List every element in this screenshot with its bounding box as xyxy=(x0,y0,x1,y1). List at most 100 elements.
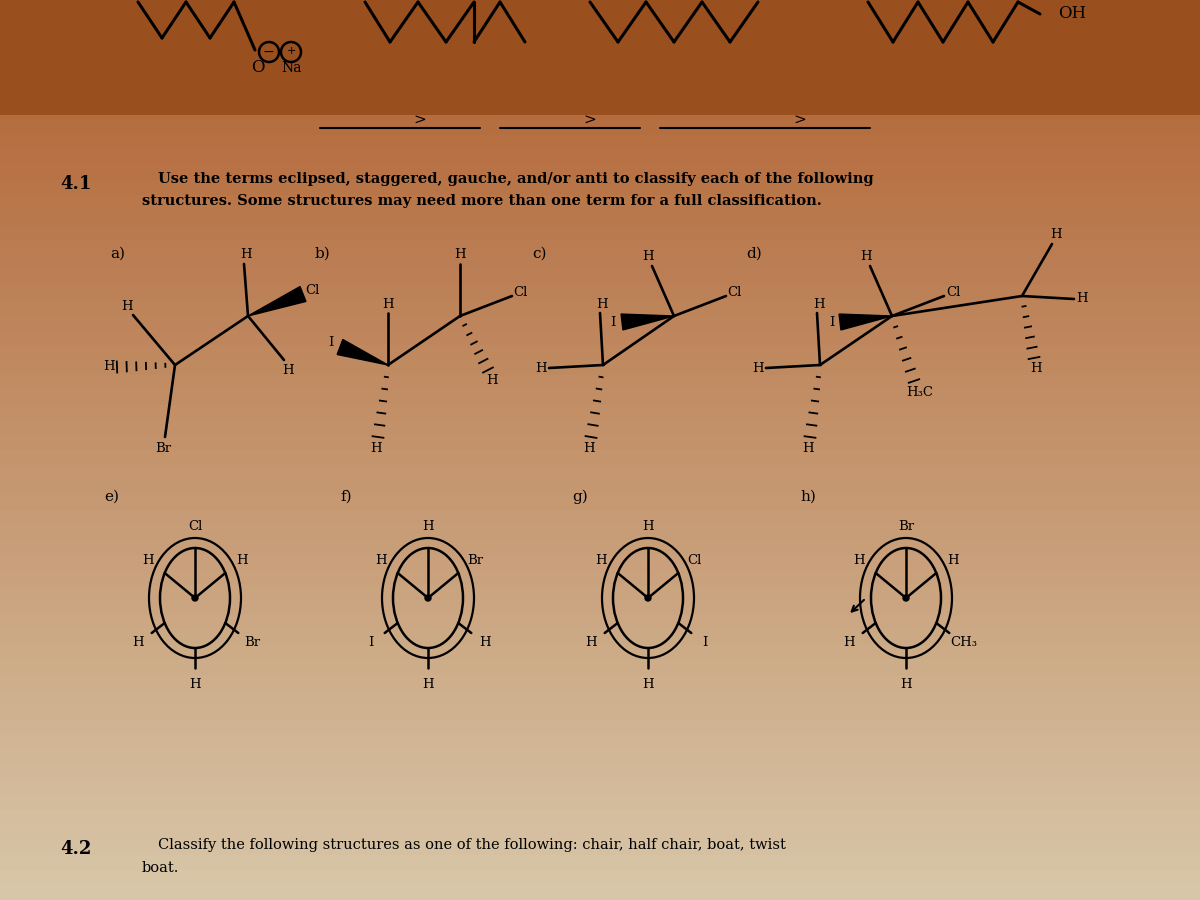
Bar xyxy=(0,435,1200,451)
Text: H: H xyxy=(853,554,865,567)
Text: H: H xyxy=(802,442,814,454)
Text: Cl: Cl xyxy=(727,285,742,299)
Text: Cl: Cl xyxy=(512,285,527,299)
Bar xyxy=(0,750,1200,766)
Bar xyxy=(0,885,1200,900)
Text: OH: OH xyxy=(1058,5,1086,22)
Bar xyxy=(0,240,1200,256)
Text: H: H xyxy=(1050,229,1062,241)
Bar xyxy=(0,195,1200,211)
Bar xyxy=(0,390,1200,406)
Bar xyxy=(0,0,1200,115)
Text: H: H xyxy=(860,250,872,264)
Text: H: H xyxy=(121,301,133,313)
Bar xyxy=(0,285,1200,301)
Bar xyxy=(0,150,1200,166)
Bar xyxy=(0,825,1200,841)
Text: I: I xyxy=(368,636,373,650)
Text: H: H xyxy=(642,520,654,534)
Bar xyxy=(0,780,1200,796)
Text: h): h) xyxy=(800,490,816,504)
Text: H: H xyxy=(143,554,154,567)
Bar xyxy=(0,855,1200,871)
Text: Br: Br xyxy=(467,554,482,567)
Bar xyxy=(0,570,1200,586)
Text: Use the terms eclipsed, staggered, gauche, and/or anti to classify each of the f: Use the terms eclipsed, staggered, gauch… xyxy=(158,172,874,186)
Text: H: H xyxy=(814,298,824,310)
Text: >: > xyxy=(793,114,806,128)
Text: H: H xyxy=(595,554,607,567)
Circle shape xyxy=(192,595,198,601)
Text: 4.1: 4.1 xyxy=(60,175,91,193)
Bar xyxy=(0,615,1200,631)
Text: >: > xyxy=(583,114,596,128)
Text: Br: Br xyxy=(245,636,260,650)
Text: H: H xyxy=(752,362,764,374)
Bar xyxy=(0,690,1200,706)
Bar xyxy=(0,450,1200,466)
Bar xyxy=(0,735,1200,751)
Bar xyxy=(0,300,1200,316)
Text: +: + xyxy=(287,46,295,56)
Text: >: > xyxy=(414,114,426,128)
Bar xyxy=(0,120,1200,136)
Bar xyxy=(0,75,1200,91)
Text: I: I xyxy=(829,317,835,329)
Bar xyxy=(0,15,1200,31)
Polygon shape xyxy=(337,339,388,365)
Text: H: H xyxy=(583,442,595,454)
Bar xyxy=(0,30,1200,46)
Text: b): b) xyxy=(314,247,331,261)
Text: H: H xyxy=(642,678,654,690)
Bar xyxy=(0,510,1200,526)
Bar xyxy=(0,405,1200,421)
Text: H: H xyxy=(947,554,959,567)
Text: 4.2: 4.2 xyxy=(60,840,91,858)
Bar xyxy=(0,105,1200,121)
Bar xyxy=(0,330,1200,346)
Bar xyxy=(0,255,1200,271)
Bar xyxy=(0,720,1200,736)
Text: H: H xyxy=(103,361,115,374)
Bar xyxy=(0,165,1200,181)
Text: H: H xyxy=(190,678,200,690)
Text: H: H xyxy=(282,364,294,376)
Circle shape xyxy=(646,595,650,601)
Bar xyxy=(0,675,1200,691)
Text: H: H xyxy=(132,636,144,650)
Text: H: H xyxy=(642,250,654,264)
Text: boat.: boat. xyxy=(142,861,179,875)
Bar xyxy=(0,90,1200,106)
Bar xyxy=(0,180,1200,196)
Text: O: O xyxy=(251,59,265,76)
Text: H: H xyxy=(240,248,252,262)
Bar xyxy=(0,420,1200,436)
Bar xyxy=(0,540,1200,556)
Text: g): g) xyxy=(572,490,588,504)
Bar xyxy=(0,555,1200,571)
Polygon shape xyxy=(839,314,892,330)
Bar xyxy=(0,705,1200,721)
Bar xyxy=(0,525,1200,541)
Text: Cl: Cl xyxy=(188,520,202,534)
Text: Na: Na xyxy=(282,61,302,75)
Text: d): d) xyxy=(746,247,762,261)
Text: Classify the following structures as one of the following: chair, half chair, bo: Classify the following structures as one… xyxy=(158,838,786,852)
Bar xyxy=(0,360,1200,376)
Text: Cl: Cl xyxy=(688,554,702,567)
Polygon shape xyxy=(622,314,674,330)
Text: H: H xyxy=(1076,292,1088,305)
Bar xyxy=(0,135,1200,151)
Text: I: I xyxy=(611,317,616,329)
Bar xyxy=(0,315,1200,331)
Text: e): e) xyxy=(104,490,119,504)
Bar xyxy=(0,345,1200,361)
Text: −: − xyxy=(262,45,274,59)
Bar xyxy=(0,810,1200,826)
Bar xyxy=(0,480,1200,496)
Circle shape xyxy=(904,595,910,601)
Text: H: H xyxy=(370,442,382,454)
Bar xyxy=(0,225,1200,241)
Text: H: H xyxy=(900,678,912,690)
Text: H: H xyxy=(486,374,498,388)
